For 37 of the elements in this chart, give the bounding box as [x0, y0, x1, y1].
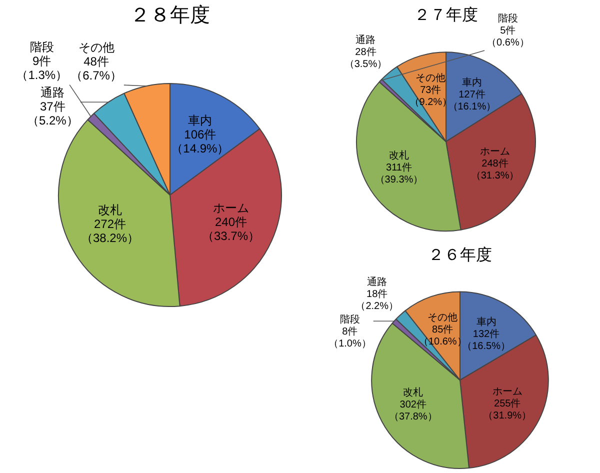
slice-label: 車内	[462, 76, 482, 88]
data-label: 48件（6.7%）	[70, 54, 122, 82]
data-label: 240件（33.7%）	[202, 214, 260, 243]
slice-label: ホーム	[212, 200, 249, 215]
slice-label: 改札	[388, 149, 409, 162]
slice-label: 階段	[340, 314, 360, 326]
data-label: 37件（5.2%）	[26, 99, 78, 128]
slice-label: 車内	[188, 114, 212, 128]
slice-label: その他	[416, 72, 446, 84]
data-label: 106件（14.9%）	[171, 128, 230, 156]
slice-label: 通路	[367, 276, 388, 288]
slice-label: その他	[428, 312, 458, 324]
data-label: 5件（0.6%）	[486, 25, 530, 48]
data-label: 132件（16.5%）	[462, 328, 510, 352]
data-label: 311件（39.3%）	[374, 162, 424, 186]
data-label: 127件（16.1%）	[448, 89, 496, 112]
data-label: 248件（31.3%）	[470, 158, 520, 182]
slice-label: 通路	[356, 34, 376, 46]
data-label: 272件（38.2%）	[81, 216, 140, 245]
slice-label: 階段	[30, 40, 54, 54]
slice-label: ホーム	[492, 386, 522, 398]
data-label: 8件（1.0%）	[328, 326, 372, 350]
slice-label: 階段	[498, 12, 518, 24]
data-label: 28件（3.5%）	[344, 47, 388, 70]
slice-label: 通路	[40, 85, 65, 100]
data-label: 255件（31.9%）	[483, 398, 532, 422]
slice-label: ホーム	[480, 146, 510, 158]
data-label: 9件（1.3%）	[16, 54, 68, 82]
chart-title: ２８年度	[130, 4, 210, 26]
slice-label: 改札	[403, 386, 424, 399]
slice-label: その他	[78, 40, 114, 54]
chart-title: ２７年度	[414, 6, 478, 24]
data-label: 302件（37.8%）	[388, 400, 438, 423]
data-label: 18件（2.2%）	[356, 289, 398, 312]
slice-label: 改札	[98, 202, 122, 217]
slice-label: 車内	[476, 316, 496, 328]
chart-title: ２６年度	[428, 246, 492, 264]
